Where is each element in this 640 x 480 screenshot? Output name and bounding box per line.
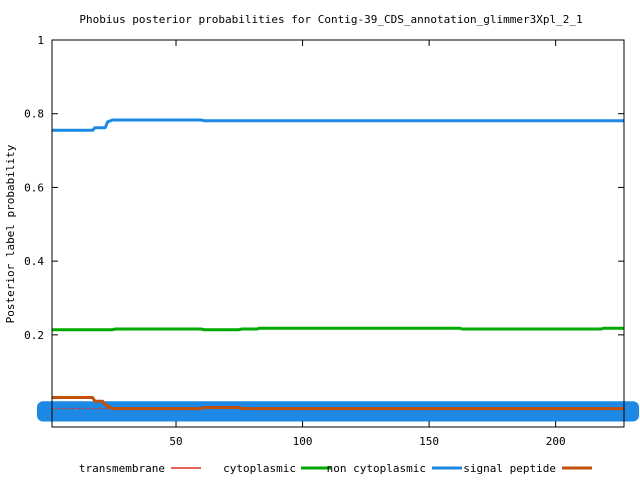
legend-label-signal-peptide: signal peptide <box>463 462 556 475</box>
x-tick-label: 150 <box>419 435 439 448</box>
y-tick-label: 0.8 <box>24 108 44 121</box>
x-tick-label: 200 <box>546 435 566 448</box>
x-tick-label: 50 <box>169 435 182 448</box>
y-tick-label: 0.2 <box>24 329 44 342</box>
y-axis-label: Posterior label probability <box>4 144 17 323</box>
non-cytoplasmic-line <box>52 118 624 132</box>
legend-label-cytoplasmic: cytoplasmic <box>223 462 296 475</box>
legend: transmembrane cytoplasmic non cytoplasmic s… <box>79 462 592 475</box>
legend-label-non-cytoplasmic: non cytoplasmic <box>327 462 426 475</box>
x-tick-label: 100 <box>293 435 313 448</box>
zero-band <box>37 401 639 422</box>
plot-frame <box>51 39 625 428</box>
y-tick-label: 0.6 <box>24 181 44 194</box>
chart-title: Phobius posterior probabilities for Cont… <box>79 13 582 26</box>
y-tick-label: 0.4 <box>24 255 44 268</box>
legend-label-transmembrane: transmembrane <box>79 462 165 475</box>
plot-area <box>37 118 639 422</box>
series-4-line <box>52 326 624 332</box>
signal-peptide-line <box>52 396 624 411</box>
y-tick-label: 1 <box>37 34 44 47</box>
